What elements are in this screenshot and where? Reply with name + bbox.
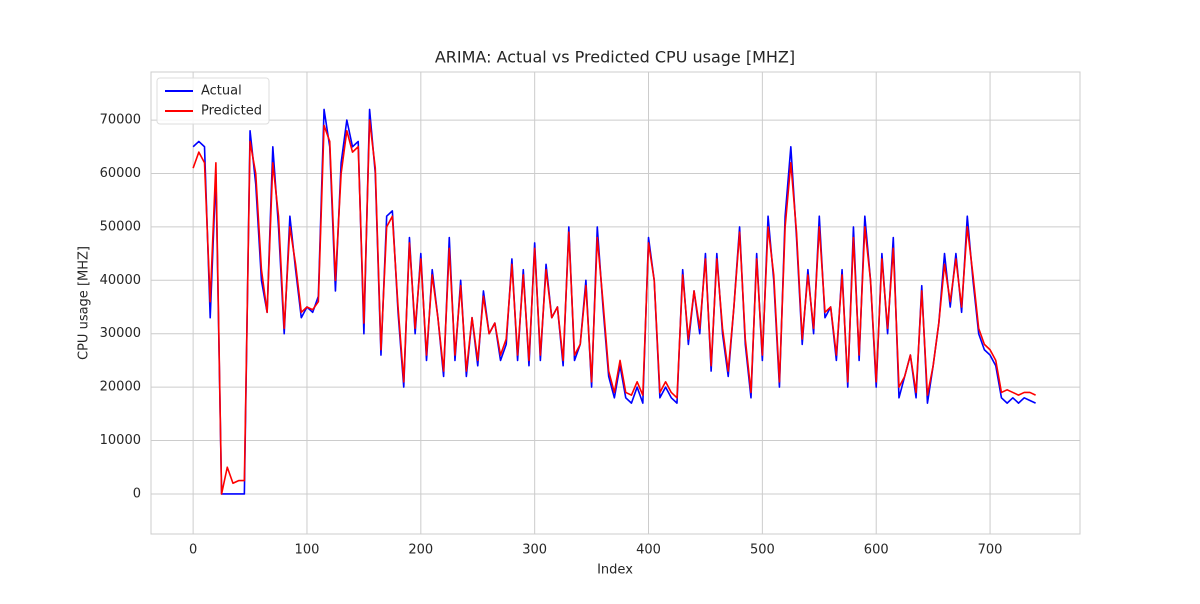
y-tick-label: 60000 (100, 166, 141, 181)
x-tick-label: 100 (295, 543, 320, 558)
legend-label: Predicted (201, 104, 262, 119)
x-tick-label: 300 (522, 543, 547, 558)
x-tick-label: 0 (189, 543, 197, 558)
y-tick-label: 70000 (100, 113, 141, 128)
legend-label: Actual (201, 84, 242, 99)
y-axis-label: CPU usage [MHZ] (77, 246, 92, 360)
y-tick-label: 0 (133, 486, 141, 501)
plot-area (151, 72, 1080, 534)
y-tick-label: 40000 (100, 273, 141, 288)
x-tick-label: 700 (978, 543, 1003, 558)
legend: Actual Predicted (156, 77, 270, 125)
y-tick-label: 10000 (100, 433, 141, 448)
chart-title: ARIMA: Actual vs Predicted CPU usage [MH… (435, 48, 795, 67)
y-tick-label: 20000 (100, 380, 141, 395)
y-tick-label: 50000 (100, 219, 141, 234)
legend-box (156, 77, 270, 125)
x-axis-label: Index (597, 563, 633, 578)
x-tick-label: 500 (750, 543, 775, 558)
y-tick-label: 30000 (100, 326, 141, 341)
x-tick-label: 200 (408, 543, 433, 558)
x-tick-label: 400 (636, 543, 661, 558)
series-line (192, 119, 1036, 495)
plot-frame (150, 71, 1081, 535)
x-tick-label: 600 (864, 543, 889, 558)
